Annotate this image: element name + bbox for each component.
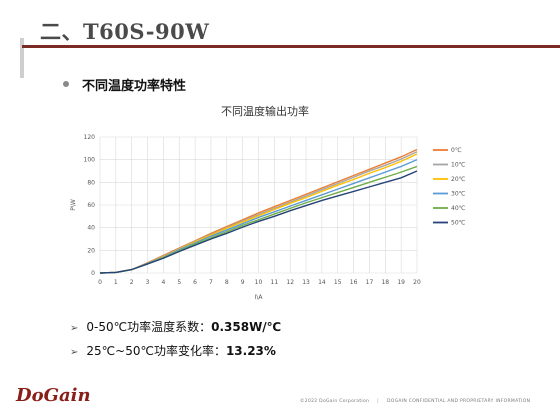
footer-copyright: ©2022 DoGain Corporation [300,399,370,404]
chart-legend: 0℃ 10℃ 20℃ 30℃ 40℃ 50℃ [433,147,466,227]
note-value: 13.23% [225,344,276,358]
legend-entry: 20℃ [451,176,466,183]
y-tick-label: 40 [87,225,95,232]
x-tick-label: 16 [350,279,358,286]
x-tick-label: 7 [209,279,213,286]
footer-separator: | [377,399,379,404]
note-temperature-coefficient: ➢ 0-50℃功率温度系数：0.358W/℃ [70,318,281,335]
y-axis-ticks: 0 20 40 60 80 100 120 [84,134,96,277]
x-tick-label: 9 [241,279,245,286]
title-underline [22,45,560,48]
x-tick-label: 13 [302,279,310,286]
legend-entry: 30℃ [451,191,466,198]
y-tick-label: 120 [84,134,96,141]
x-tick-label: 11 [271,279,279,286]
footer: ©2022 DoGain Corporation | DOGAIN CONFIDEN… [300,399,530,404]
y-tick-label: 100 [84,157,96,164]
x-tick-label: 12 [286,279,294,286]
chart-grid [99,136,418,274]
x-tick-label: 0 [98,279,102,286]
note-label: 0-50℃功率温度系数： [86,320,212,334]
x-tick-label: 15 [334,279,342,286]
company-logo: DoGain [16,385,91,406]
legend-entry: 0℃ [451,147,462,154]
note-value: 0.358W/℃ [211,320,282,334]
title-accent-bar [20,38,24,78]
y-tick-label: 80 [87,179,95,186]
page-title: 二、T60S-90W [40,19,210,44]
x-tick-label: 10 [255,279,263,286]
arrow-bullet-icon: ➢ [70,323,79,334]
x-tick-label: 4 [161,279,165,286]
legend-entry: 10℃ [451,162,466,169]
note-power-change-rate: ➢ 25℃~50℃功率变化率：13.23% [70,342,276,359]
y-tick-label: 20 [87,247,95,254]
y-tick-label: 0 [91,270,95,277]
chart-series [99,148,418,274]
x-tick-label: 17 [366,279,374,286]
bullet-dot-icon [63,81,69,87]
x-axis-ticks: 0 1 2 3 4 5 6 7 8 9 10 11 12 13 14 15 16 17 18 19 20 [98,279,421,286]
chart-title: 不同温度输出功率 [221,104,309,118]
x-tick-label: 3 [146,279,150,286]
x-tick-label: 14 [318,279,326,286]
section-subheading: 不同温度功率特性 [82,79,187,94]
x-tick-label: 19 [397,279,405,286]
footer-confidential: DOGAIN CONFIDENTIAL AND PROPRIETARY INFO… [387,399,531,404]
y-tick-label: 60 [87,202,95,209]
x-tick-label: 8 [225,279,229,286]
arrow-bullet-icon: ➢ [70,347,79,358]
legend-entry: 40℃ [451,205,466,212]
x-axis-label: I\A [255,294,264,301]
legend-entry: 50℃ [451,220,466,227]
series-line [99,170,418,274]
x-tick-label: 2 [130,279,134,286]
x-tick-label: 1 [114,279,118,286]
x-tick-label: 6 [193,279,197,286]
x-tick-label: 18 [381,279,389,286]
y-axis-label: P\W [70,199,77,211]
x-tick-label: 5 [177,279,181,286]
note-label: 25℃~50℃功率变化率： [86,344,226,358]
x-tick-label: 20 [413,279,421,286]
